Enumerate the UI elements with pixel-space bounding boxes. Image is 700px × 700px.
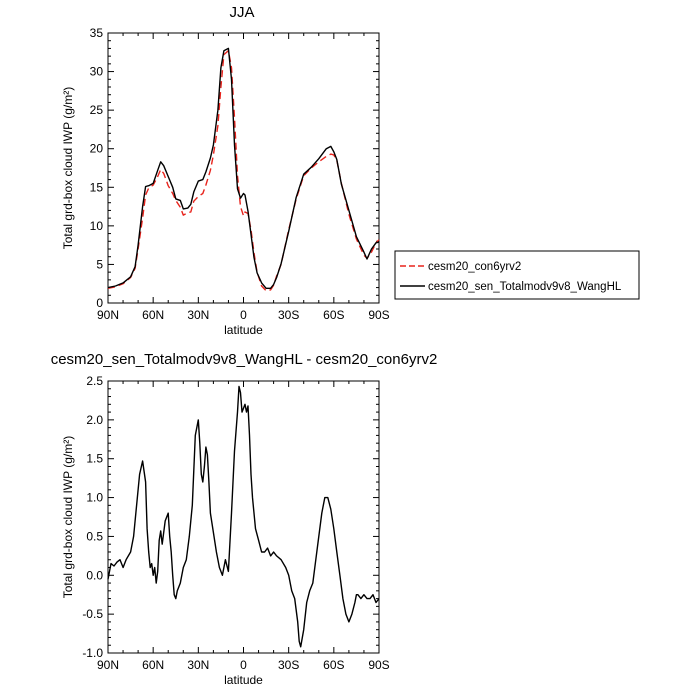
x-tick-label: 60N [142, 658, 164, 672]
y-tick-label: 30 [90, 65, 104, 79]
bottom-x-axis-label: latitude [224, 673, 263, 687]
x-tick-label: 30S [278, 658, 299, 672]
y-tick-label: 0.5 [86, 529, 103, 543]
legend-entry: cesm20_con6yrv2 [428, 261, 521, 273]
y-tick-label: 20 [90, 142, 104, 156]
x-tick-label: 60N [142, 308, 164, 322]
top-chart: 90N 60N 30N 0 30S 60S 90S 0 5 10 15 20 25 30 35 latitud… [61, 26, 640, 337]
top-y-axis-label: Total grd-box cloud IWP (g/m²) [61, 87, 75, 250]
x-tick-label: 30S [278, 308, 299, 322]
x-tick-label: 60S [323, 658, 344, 672]
y-tick-label: 2.5 [86, 374, 103, 388]
bottom-y-axis-label: Total grd-box cloud IWP (g/m²) [61, 436, 75, 599]
y-tick-label: 10 [90, 219, 104, 233]
y-tick-label: -1.0 [82, 646, 103, 660]
y-tick-label: 1.0 [86, 491, 103, 505]
bottom-chart-title: cesm20_sen_Totalmodv9v8_WangHL - cesm20_… [51, 351, 438, 368]
bottom-chart: 90N 60N 30N 0 30S 60S 90S -1.0 -0.5 0.0 0.5 1.0 1.5 2… [61, 374, 390, 687]
y-tick-label: 0 [96, 296, 103, 310]
y-tick-label: 15 [90, 180, 104, 194]
y-tick-label: 0.0 [86, 568, 103, 582]
bottom-plot-frame [107, 380, 380, 654]
x-tick-label: 90S [368, 658, 389, 672]
y-tick-label: 35 [90, 26, 104, 40]
legend-entry: cesm20_sen_Totalmodv9v8_WangHL [428, 281, 622, 293]
bottom-series-line-1 [107, 385, 380, 648]
x-tick-label: 90N [97, 308, 119, 322]
x-tick-label: 30N [187, 308, 209, 322]
x-tick-label: 60S [323, 308, 344, 322]
y-tick-label: 5 [96, 257, 103, 271]
x-tick-label: 90N [97, 658, 119, 672]
top-chart-title: JJA [229, 4, 254, 21]
y-tick-label: 25 [90, 103, 104, 117]
y-tick-label: 1.5 [86, 452, 103, 466]
x-tick-label: 30N [187, 658, 209, 672]
top-series-line-2 [107, 47, 380, 289]
y-tick-label: -0.5 [82, 607, 103, 621]
top-x-axis-label: latitude [224, 323, 263, 337]
x-tick-label: 0 [240, 308, 247, 322]
y-tick-label: 2.0 [86, 413, 103, 427]
top-series-line-1 [107, 50, 380, 292]
x-tick-label: 0 [240, 658, 247, 672]
legend-box [394, 250, 640, 300]
legend: cesm20_con6yrv2 cesm20_sen_Totalmodv9v8_W… [394, 250, 640, 300]
x-tick-label: 90S [368, 308, 389, 322]
